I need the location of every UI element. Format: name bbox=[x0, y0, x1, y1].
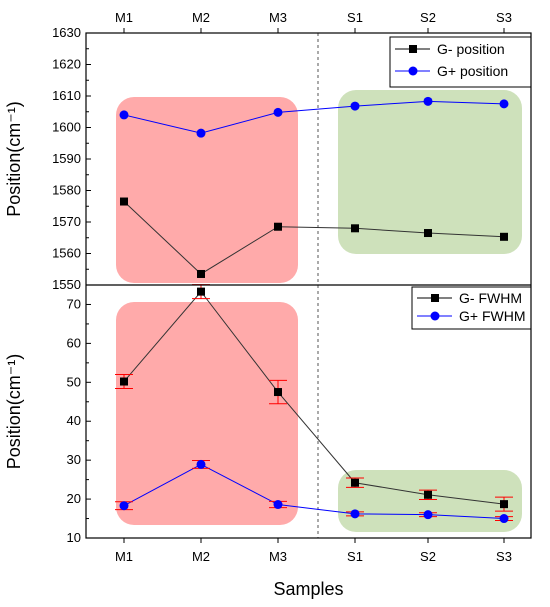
bottom-point-square bbox=[500, 500, 508, 509]
bottom-ytick-label: 50 bbox=[67, 374, 81, 389]
top-point-circle bbox=[423, 96, 433, 106]
top-point-square bbox=[351, 224, 359, 233]
bottom-point-circle bbox=[423, 510, 433, 520]
bottom-xlabel: Samples bbox=[273, 579, 343, 599]
top-point-square bbox=[274, 222, 282, 231]
top-xtick-label: M2 bbox=[192, 10, 210, 25]
top-ytick-label: 1630 bbox=[52, 25, 81, 40]
top-point-circle bbox=[273, 107, 283, 117]
bottom-point-circle bbox=[350, 509, 360, 519]
bottom-ytick-label: 40 bbox=[67, 413, 81, 428]
top-ytick-label: 1590 bbox=[52, 151, 81, 166]
top-point-square bbox=[500, 232, 508, 241]
top-ytick-label: 1570 bbox=[52, 214, 81, 229]
bottom-point-circle bbox=[273, 500, 283, 510]
bottom-ytick-label: 20 bbox=[67, 491, 81, 506]
bottom-region-s bbox=[338, 470, 522, 532]
bottom-point-square bbox=[120, 377, 128, 386]
top-series-line-0 bbox=[123, 201, 505, 275]
bottom-xtick-label: M2 bbox=[192, 549, 210, 564]
bottom-point-circle bbox=[196, 459, 206, 469]
top-region-m bbox=[116, 97, 298, 283]
bottom-xtick-label: M3 bbox=[269, 549, 287, 564]
top-point-square bbox=[120, 197, 128, 206]
bottom-series-line-1 bbox=[123, 463, 505, 520]
bottom-point-square bbox=[197, 287, 205, 296]
bottom-series-line-0 bbox=[123, 290, 505, 505]
top-region-s bbox=[338, 90, 522, 254]
bottom-ytick-label: 60 bbox=[67, 335, 81, 350]
top-series-line-1 bbox=[123, 100, 505, 134]
top-xtick-label: M3 bbox=[269, 10, 287, 25]
bottom-xtick-label: S1 bbox=[347, 549, 363, 564]
top-legend-marker bbox=[408, 66, 418, 76]
bottom-legend-label: G+ FWHM bbox=[459, 308, 526, 324]
top-xtick-label: S3 bbox=[496, 10, 512, 25]
top-legend-label: G- position bbox=[437, 41, 505, 57]
bottom-legend-marker bbox=[430, 311, 440, 321]
bottom-ytick-label: 30 bbox=[67, 452, 81, 467]
bottom-point-square bbox=[274, 388, 282, 397]
top-point-circle bbox=[350, 101, 360, 111]
bottom-ytick-label: 10 bbox=[67, 530, 81, 545]
top-point-circle bbox=[119, 110, 129, 120]
top-ytick-label: 1600 bbox=[52, 120, 81, 135]
bottom-point-square bbox=[351, 478, 359, 487]
top-xtick-label: S2 bbox=[420, 10, 436, 25]
bottom-point-circle bbox=[499, 514, 509, 524]
top-ytick-label: 1560 bbox=[52, 246, 81, 261]
bottom-xtick-label: S3 bbox=[496, 549, 512, 564]
top-ylabel: Position(cm⁻¹) bbox=[4, 101, 24, 217]
bottom-xtick-label: S2 bbox=[420, 549, 436, 564]
top-point-circle bbox=[196, 128, 206, 138]
top-ytick-label: 1580 bbox=[52, 183, 81, 198]
top-point-circle bbox=[499, 99, 509, 109]
top-ytick-label: 1550 bbox=[52, 277, 81, 292]
bottom-point-square bbox=[424, 490, 432, 499]
bottom-legend-label: G- FWHM bbox=[459, 290, 522, 306]
bottom-ylabel: Position(cm⁻¹) bbox=[4, 354, 24, 470]
top-ytick-label: 1610 bbox=[52, 88, 81, 103]
top-xtick-label: M1 bbox=[115, 10, 133, 25]
bottom-legend-marker bbox=[431, 294, 439, 302]
bottom-region-m bbox=[116, 302, 298, 525]
top-point-square bbox=[424, 229, 432, 238]
top-ytick-label: 1620 bbox=[52, 57, 81, 72]
top-point-square bbox=[197, 269, 205, 278]
top-legend-label: G+ position bbox=[437, 63, 508, 79]
top-legend-marker bbox=[409, 45, 417, 53]
bottom-point-circle bbox=[119, 501, 129, 511]
top-xtick-label: S1 bbox=[347, 10, 363, 25]
bottom-xtick-label: M1 bbox=[115, 549, 133, 564]
bottom-ytick-label: 70 bbox=[67, 296, 81, 311]
